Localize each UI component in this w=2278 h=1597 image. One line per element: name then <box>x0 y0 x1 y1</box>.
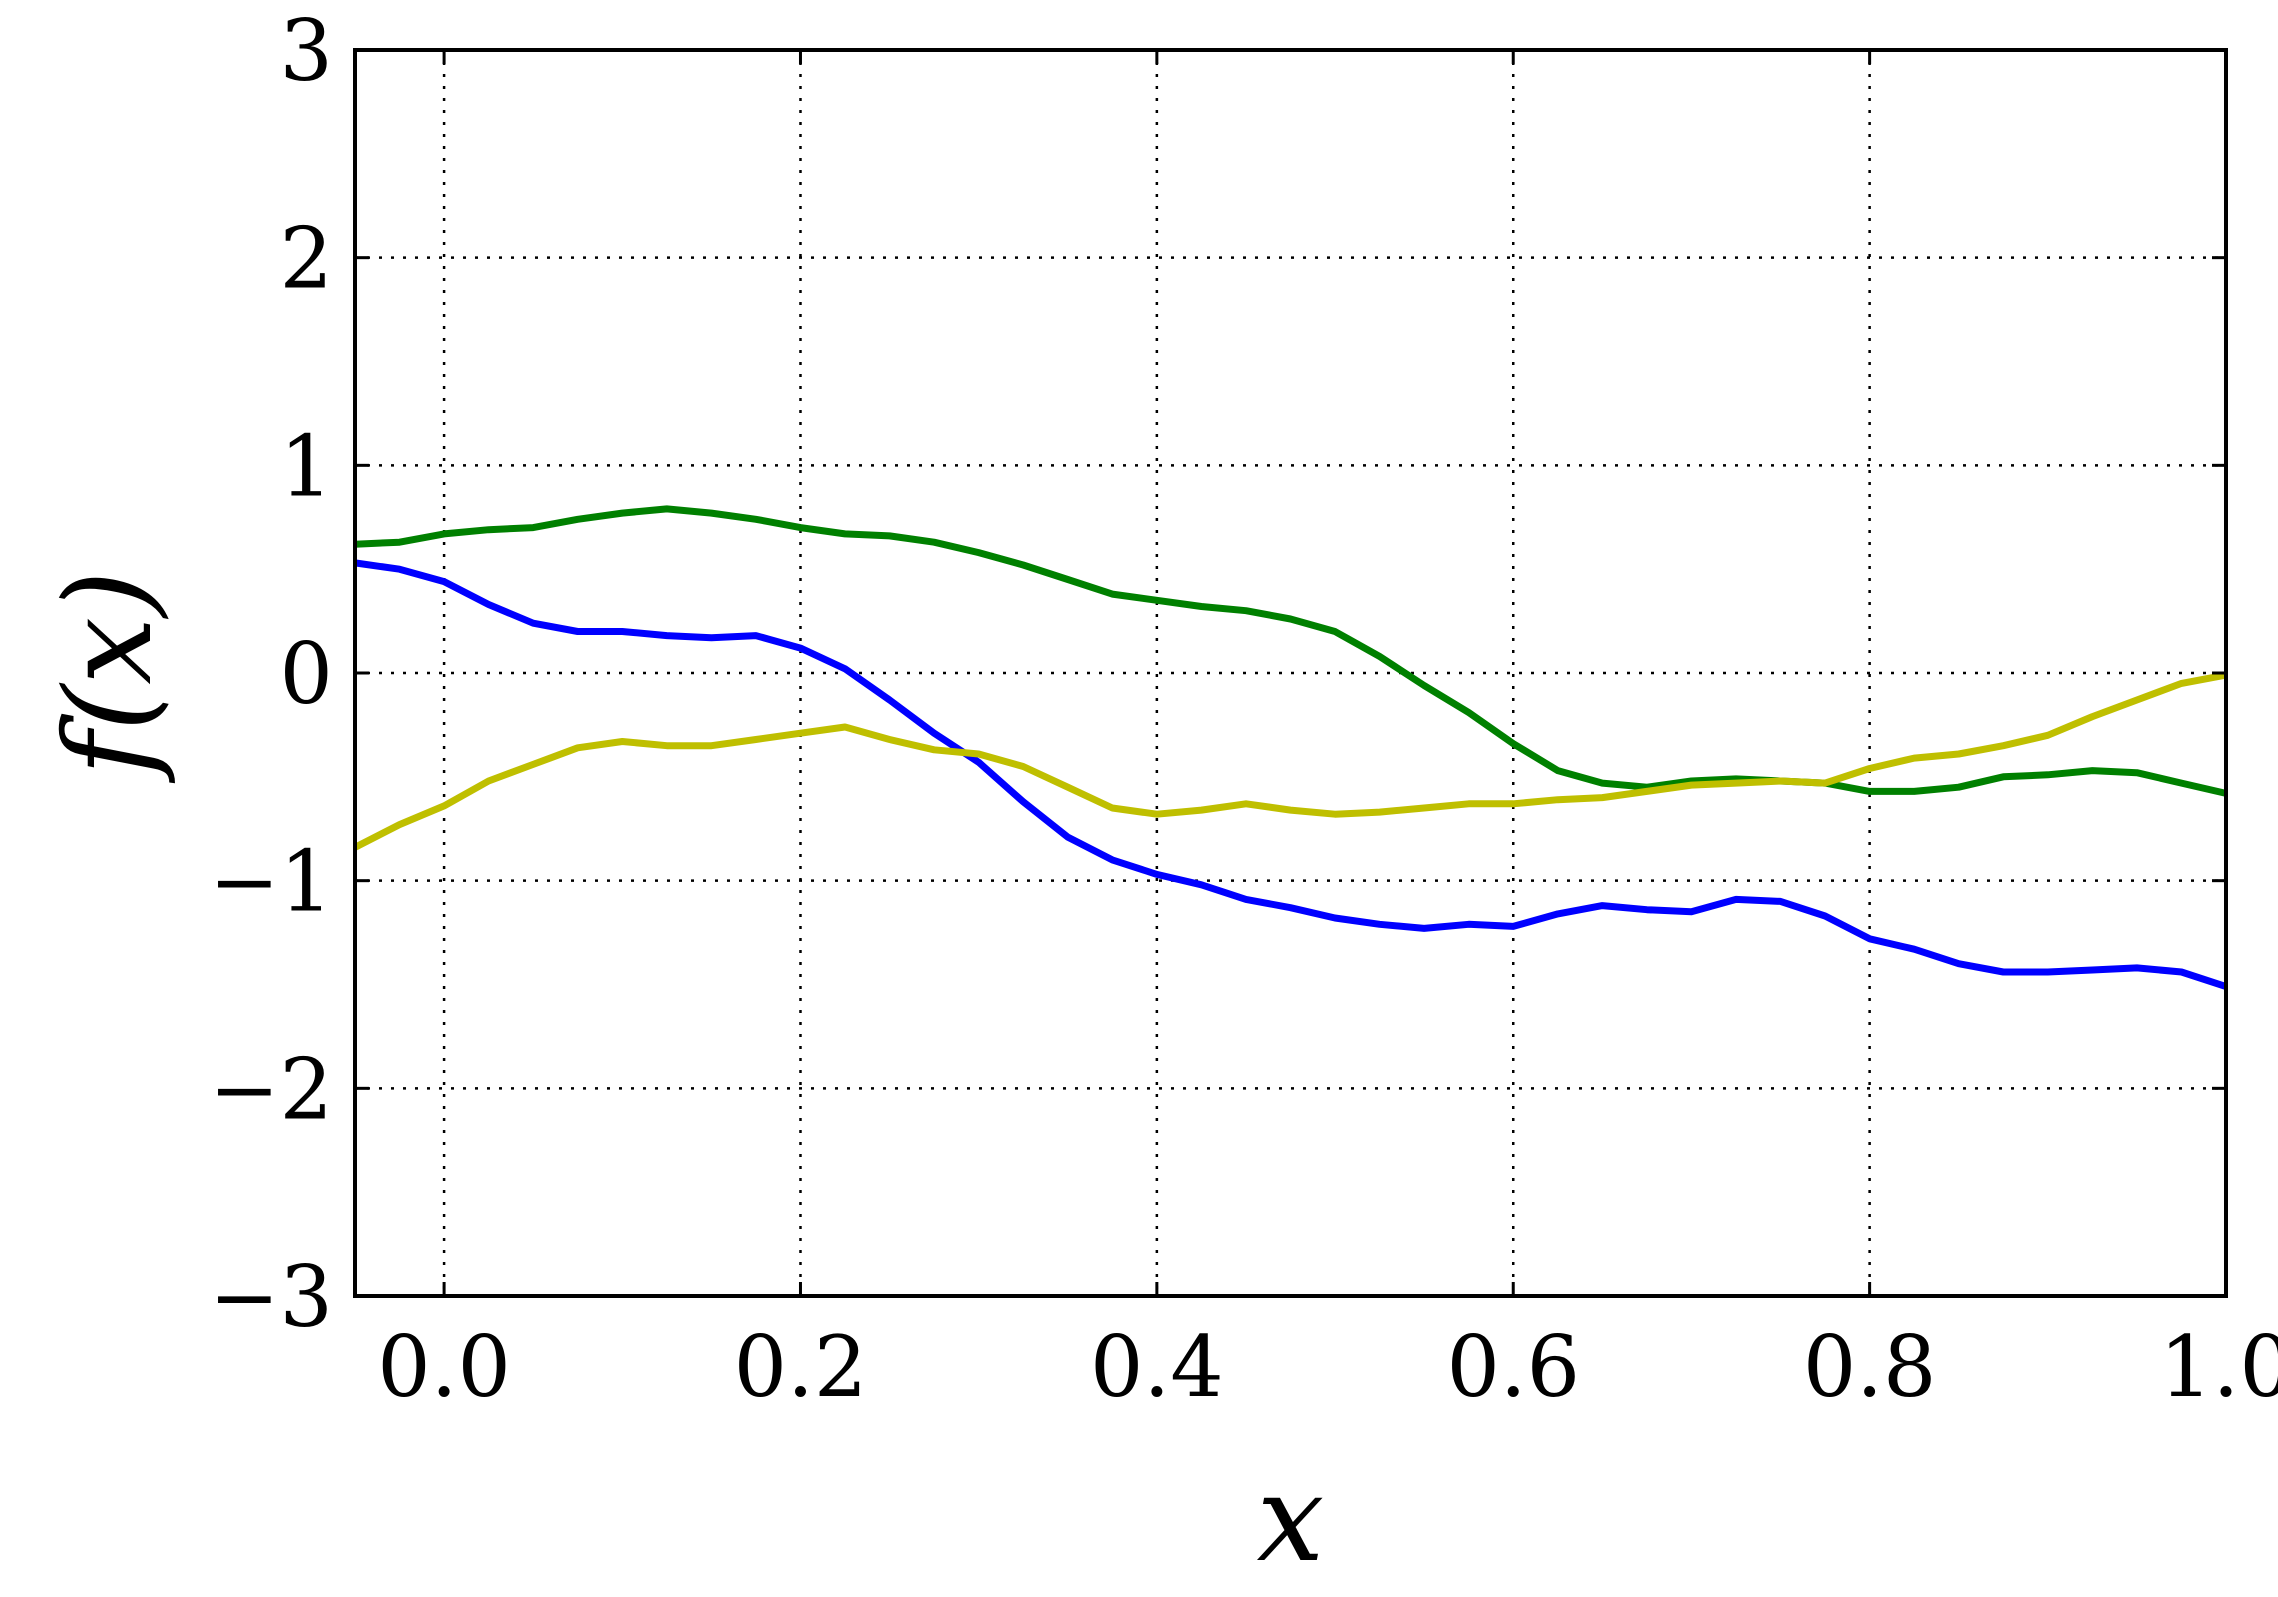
x-tick-label: 0.4 <box>1090 1318 1224 1416</box>
y-tick-label: −1 <box>209 833 333 931</box>
series-lines <box>353 505 2228 990</box>
x-axis-label: x <box>1257 1450 1325 1589</box>
series-line-1 <box>354 559 2228 990</box>
y-tick-label: 2 <box>280 210 333 308</box>
y-tick-label: −2 <box>209 1040 333 1138</box>
x-tick-label: 1.0 <box>2159 1318 2278 1416</box>
y-tick-label: −3 <box>209 1248 333 1346</box>
y-tick-label: 3 <box>280 2 333 100</box>
axis-ticks <box>355 48 2228 1298</box>
y-tick-label: 1 <box>280 417 333 515</box>
x-tick-label: 0.6 <box>1446 1318 1580 1416</box>
y-axis-label: f(x) <box>40 570 179 784</box>
y-axis-tick-labels: −3 −2 −1 0 1 2 3 <box>209 2 333 1346</box>
x-axis-tick-labels: 0.0 0.2 0.4 0.6 0.8 1.0 <box>377 1318 2278 1416</box>
grid-lines <box>355 50 2228 1296</box>
plot-area-frame <box>353 48 2228 1298</box>
series-line-2 <box>354 505 2227 797</box>
x-tick-label: 0.2 <box>734 1318 868 1416</box>
series-line-3 <box>353 671 2227 851</box>
y-tick-label: 0 <box>280 625 333 723</box>
x-tick-label: 0.0 <box>377 1318 511 1416</box>
x-tick-label: 0.8 <box>1803 1318 1937 1416</box>
